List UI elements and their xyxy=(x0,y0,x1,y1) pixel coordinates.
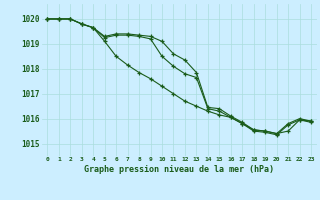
X-axis label: Graphe pression niveau de la mer (hPa): Graphe pression niveau de la mer (hPa) xyxy=(84,165,274,174)
